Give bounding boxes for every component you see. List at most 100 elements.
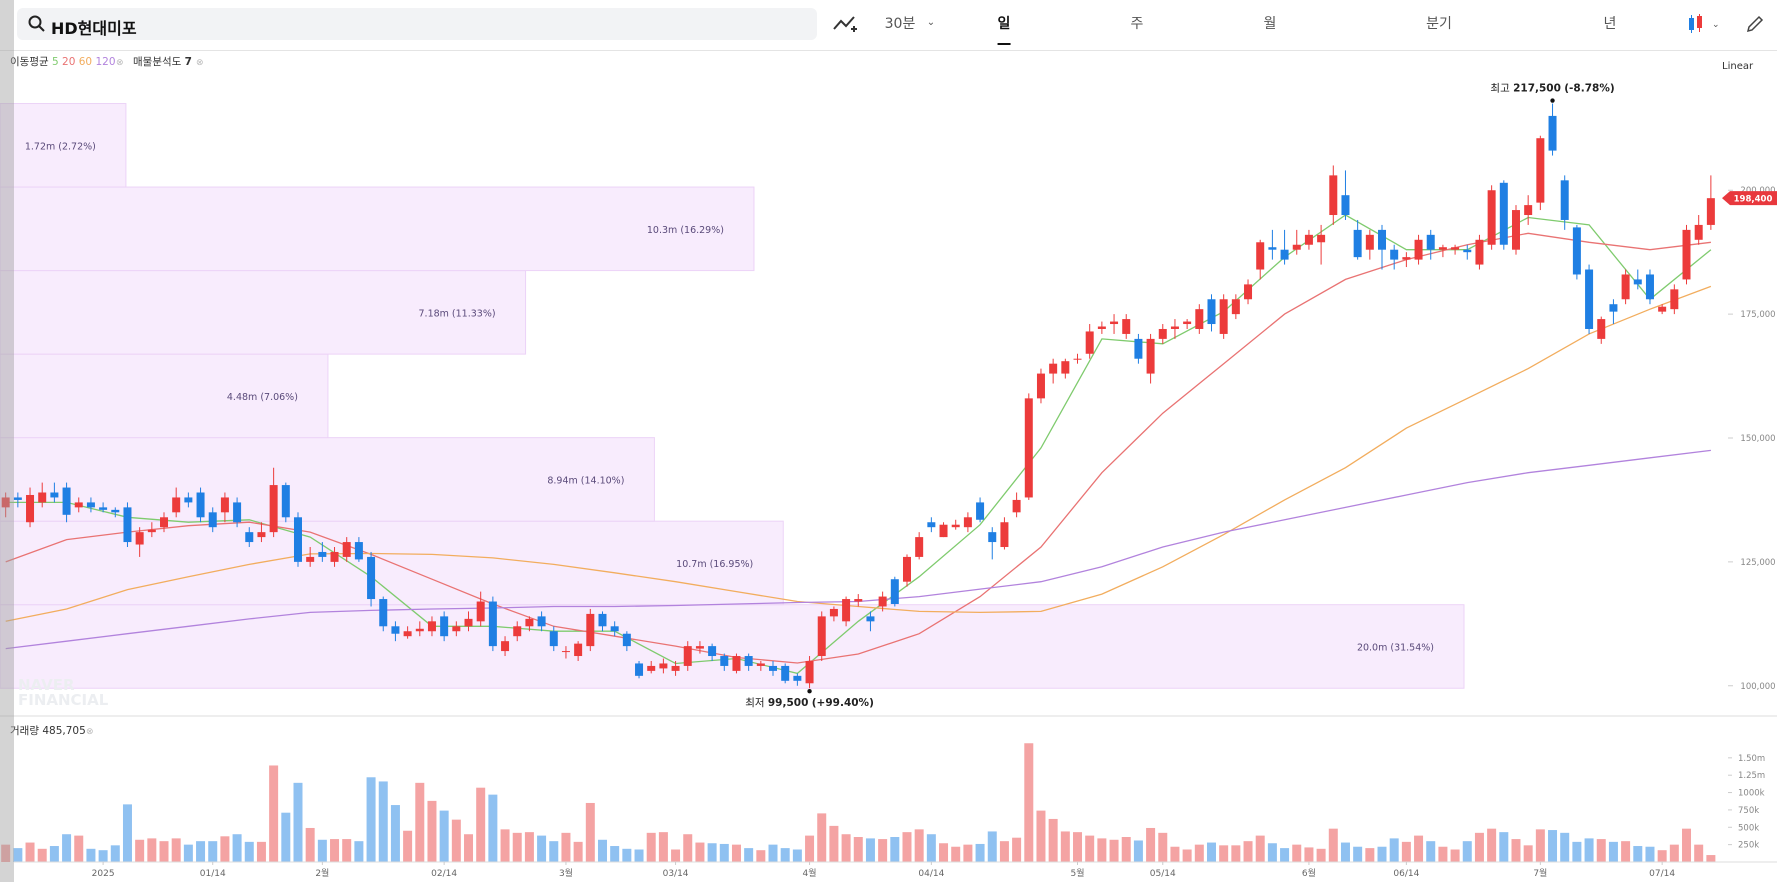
candle-body — [306, 556, 315, 562]
candle-body — [756, 663, 765, 666]
x-tick-label: 6월 — [1302, 867, 1316, 879]
volume-bar — [342, 839, 352, 862]
candle-body — [1597, 319, 1606, 339]
volume-bar — [244, 841, 254, 862]
candle-body — [293, 517, 302, 562]
candle-body — [842, 599, 851, 622]
candle-body — [172, 497, 181, 513]
x-tick-label: 06/14 — [1393, 869, 1419, 879]
volume-bar — [403, 830, 413, 862]
profile-label: 20.0m (31.54%) — [1357, 642, 1434, 653]
x-tick-label: 5월 — [1071, 867, 1085, 879]
candle-body — [1694, 224, 1703, 240]
volume-current: 485,705 — [42, 725, 85, 737]
volume-bar — [890, 837, 900, 862]
volume-bar — [317, 839, 327, 862]
candle-body — [902, 556, 911, 582]
volume-tick-label: 1000k — [1738, 789, 1765, 799]
extreme-type: 최저 — [745, 697, 764, 709]
volume-bar — [1206, 842, 1216, 862]
candle-body — [769, 665, 778, 671]
volume-bar — [1438, 846, 1448, 862]
volume-bar — [878, 839, 888, 862]
x-tick-label: 05/14 — [1150, 869, 1176, 879]
volume-bar — [62, 834, 72, 862]
candle-body — [732, 656, 741, 671]
search-box[interactable]: HD현대미포 — [17, 8, 817, 40]
candle-body — [13, 497, 22, 500]
search-icon — [28, 15, 45, 32]
draw-icon[interactable] — [1745, 14, 1765, 34]
volume-bar — [1219, 845, 1229, 862]
interval-select[interactable]: 30분 — [884, 16, 916, 32]
candle-body — [367, 556, 376, 600]
period-tab[interactable]: 일 — [997, 13, 1011, 45]
volume-bar — [792, 849, 802, 862]
y-tick-label: 100,000 — [1740, 682, 1775, 692]
volume-bar — [817, 813, 827, 862]
ma-line — [5, 232, 1711, 664]
chart-type-icon[interactable] — [832, 13, 858, 35]
volume-bar — [853, 837, 863, 862]
volume-bar — [999, 841, 1009, 862]
volume-bar — [1608, 841, 1618, 862]
period-tab[interactable]: 분기 — [1426, 16, 1452, 32]
volume-bar — [1024, 743, 1034, 862]
candle-body — [1280, 249, 1289, 260]
candle-body — [793, 675, 802, 681]
volume-bar — [378, 781, 388, 862]
scale-toggle[interactable]: Linear — [1722, 61, 1754, 72]
candle-body — [1183, 321, 1192, 325]
close-icon: ⊗ — [196, 58, 204, 68]
candle-body — [123, 507, 132, 543]
candle-body — [1061, 361, 1070, 374]
volume-bar — [1121, 837, 1131, 862]
ma-legend: 이동평균 5 20 60 120 — [10, 56, 116, 68]
volume-bar — [1548, 830, 1558, 862]
ma-legend-title: 이동평균 — [10, 56, 49, 68]
volume-bar — [1280, 848, 1290, 862]
volume-bar — [768, 844, 778, 862]
candle-body — [1378, 229, 1387, 250]
period-tab[interactable]: 년 — [1603, 16, 1617, 32]
candle-body — [805, 660, 814, 684]
period-tab[interactable]: 월 — [1263, 16, 1277, 32]
period-tab[interactable]: 주 — [1130, 16, 1144, 32]
volume-bar — [963, 844, 973, 862]
candle-body — [1049, 363, 1058, 374]
volume-bar — [1194, 844, 1204, 862]
volume-bar — [183, 844, 193, 862]
candle-body — [574, 643, 583, 657]
candle-body — [659, 663, 668, 669]
candle-body — [342, 542, 351, 557]
volume-bar — [561, 832, 571, 862]
candle-body — [1499, 182, 1508, 245]
volume-bar — [354, 841, 364, 862]
volume-bar — [427, 800, 437, 862]
candle-body — [781, 665, 790, 681]
volume-bar — [1621, 841, 1631, 862]
volume-bar — [829, 825, 839, 862]
x-tick-label: 01/14 — [200, 869, 226, 879]
candle-icon[interactable]: ⌄ — [1685, 13, 1725, 37]
profile-band — [0, 103, 127, 188]
y-tick-label: 125,000 — [1740, 558, 1775, 568]
extreme-price: 217,500 — [1513, 83, 1561, 95]
candle-body — [1341, 195, 1350, 216]
candle-body — [1317, 234, 1326, 243]
x-tick-label: 2월 — [315, 867, 329, 879]
legend-entry: 5 — [52, 56, 59, 68]
candle-body — [160, 517, 169, 528]
profile-band — [0, 270, 527, 355]
volume-bar — [1231, 845, 1241, 862]
volume-bar — [731, 844, 741, 862]
candle-body — [403, 631, 412, 637]
volume-bar — [208, 841, 218, 862]
dropdown-arrow: ⌄ — [926, 17, 936, 28]
volume-bar — [537, 835, 547, 862]
profile-band — [0, 186, 755, 272]
candle-body — [598, 613, 607, 627]
search-text: HD현대미포 — [51, 19, 137, 38]
candle-body — [1207, 299, 1216, 325]
